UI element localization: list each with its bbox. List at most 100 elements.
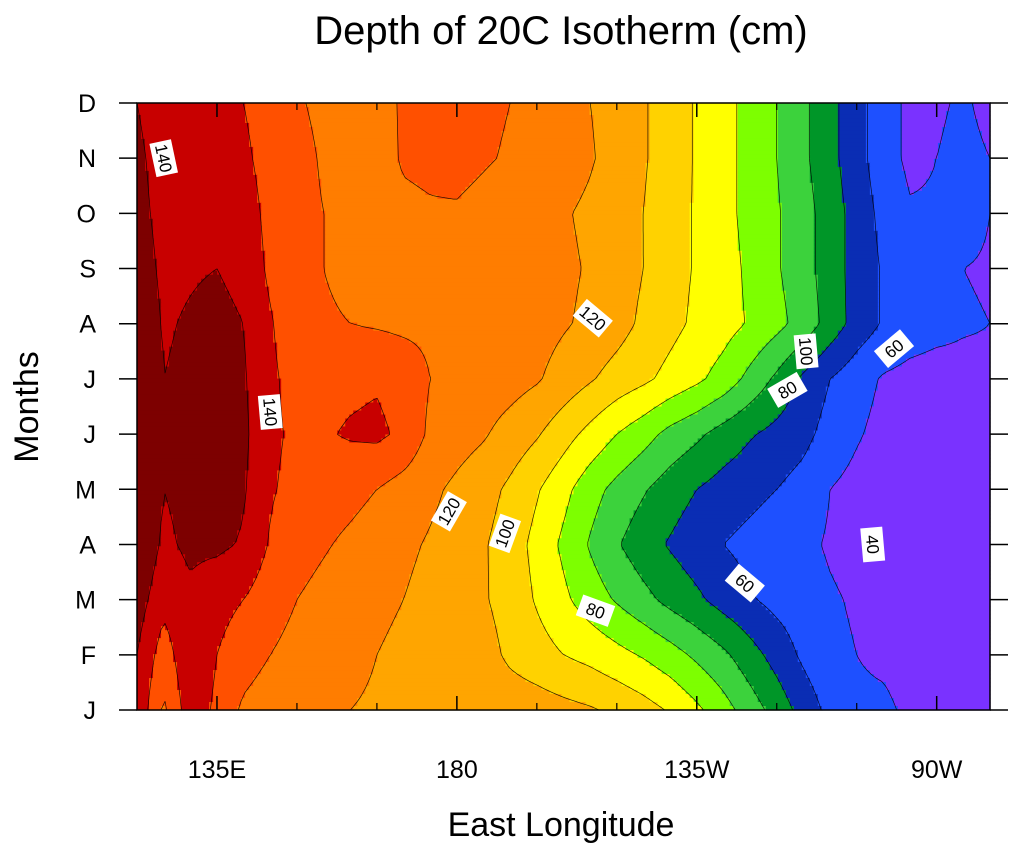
contour-fill-cell (437, 506, 499, 511)
contour-fill-cell (589, 178, 647, 184)
contour-fill-cell (709, 478, 787, 483)
contour-fill-cell (913, 354, 991, 360)
contour-fill-cell (689, 210, 739, 216)
contour-fill-cell (625, 646, 679, 651)
contour-fill-cell (261, 222, 326, 228)
contour-fill-cell (581, 270, 643, 276)
contour-fill-cell (589, 618, 639, 623)
contour-fill-cell (945, 342, 991, 348)
contour-fill-cell (245, 330, 274, 336)
contour-fill-cell (845, 606, 991, 611)
contour-fill-cell (837, 370, 887, 376)
contour-fill-cell (197, 286, 226, 292)
contour-fill-cell (749, 362, 783, 368)
contour-fill-cell (777, 134, 811, 140)
x-tick-label: 135W (664, 756, 730, 784)
contour-fill-cell (145, 614, 234, 619)
contour-fill-cell (605, 406, 655, 412)
contour-label-box (575, 594, 616, 627)
contour-fill-cell (697, 626, 743, 631)
contour-fill-cell (745, 574, 835, 579)
contour-fill-cell (545, 478, 579, 483)
contour-fill-cell (877, 306, 983, 312)
contour-fill-cell (645, 658, 695, 663)
contour-fill-cell (689, 498, 767, 503)
contour-fill-cell (605, 582, 647, 587)
contour-fill-cell (733, 658, 767, 663)
contour-fill-cell (737, 226, 783, 232)
contour-fill-cell (325, 254, 579, 260)
contour-fill-cell (721, 422, 771, 428)
contour-fill-cell (645, 446, 691, 452)
contour-fill-cell (137, 622, 142, 627)
contour-fill-cell (593, 150, 651, 156)
contour-fill-cell (737, 142, 779, 148)
contour-fill-cell (317, 158, 398, 164)
contour-fill-cell (225, 626, 286, 631)
contour-fill-cell (685, 570, 743, 575)
contour-fill-cell (353, 518, 434, 523)
contour-fill-cell (137, 646, 158, 651)
contour-fill-cell (645, 694, 691, 699)
contour-fill-cell (773, 670, 807, 675)
contour-fill-cell (973, 114, 991, 120)
contour-fill-cell (849, 618, 991, 623)
contour-fill-cell (986, 150, 991, 156)
contour-fill-cell (153, 654, 174, 659)
contour-fill-cell (353, 706, 595, 711)
contour-fill-cell (185, 558, 206, 563)
contour-fill-cell (841, 326, 879, 332)
contour-fill-cell (781, 222, 815, 228)
contour-fill-cell (293, 606, 402, 611)
contour-fill-cell (269, 542, 334, 547)
contour-fill-cell (537, 502, 571, 507)
contour-fill-cell (869, 162, 903, 168)
contour-fill-cell (765, 706, 795, 711)
contour-fill-cell (665, 542, 727, 547)
contour-fill-cell (685, 306, 743, 312)
contour-fill-cell (737, 622, 783, 627)
contour-fill-cell (165, 626, 226, 631)
contour-fill-cell (577, 234, 643, 240)
y-axis-label: Months (8, 351, 46, 463)
contour-fill-cell (553, 414, 599, 420)
contour-fill-cell (501, 650, 563, 655)
contour-fill-cell (425, 410, 507, 416)
contour-fill-cell (845, 314, 879, 320)
contour-fill-cell (137, 642, 158, 647)
contour-fill-cell (809, 166, 843, 172)
contour-fill-cell (777, 190, 815, 196)
contour-fill-cell (685, 506, 759, 511)
contour-fill-cell (689, 386, 731, 392)
contour-fill-cell (421, 546, 491, 551)
contour-fill-cell (693, 162, 739, 168)
contour-fill-cell (877, 290, 975, 296)
contour-fill-cell (837, 150, 867, 156)
contour-fill-cell (813, 250, 847, 256)
contour-fill-cell (873, 222, 991, 228)
contour-fill-cell (137, 366, 246, 372)
contour-fill-cell (529, 550, 559, 555)
contour-fill-cell (877, 266, 967, 272)
contour-fill-cell (345, 526, 430, 531)
contour-fill-cell (509, 666, 595, 671)
contour-fill-cell (165, 706, 182, 711)
y-tick-label: J (84, 366, 97, 394)
contour-fill-cell (285, 434, 342, 440)
contour-fill-cell (313, 126, 398, 132)
contour-fill-cell (629, 462, 675, 467)
contour-fill-cell (785, 322, 819, 328)
contour-fill-cell (249, 590, 302, 595)
contour-fill-cell (589, 462, 631, 467)
contour-fill-cell (837, 106, 867, 112)
contour-fill-cell (153, 226, 262, 232)
contour-fill-cell (693, 494, 771, 499)
contour-fill-cell (309, 106, 398, 112)
contour-fill-cell (369, 682, 535, 687)
contour-fill-cell (753, 594, 843, 599)
contour-fill-cell (529, 582, 567, 587)
contour-label-box (793, 333, 819, 370)
contour-fill-cell (809, 334, 839, 340)
contour-fill-cell (237, 530, 270, 535)
contour-fill-cell (217, 654, 270, 659)
